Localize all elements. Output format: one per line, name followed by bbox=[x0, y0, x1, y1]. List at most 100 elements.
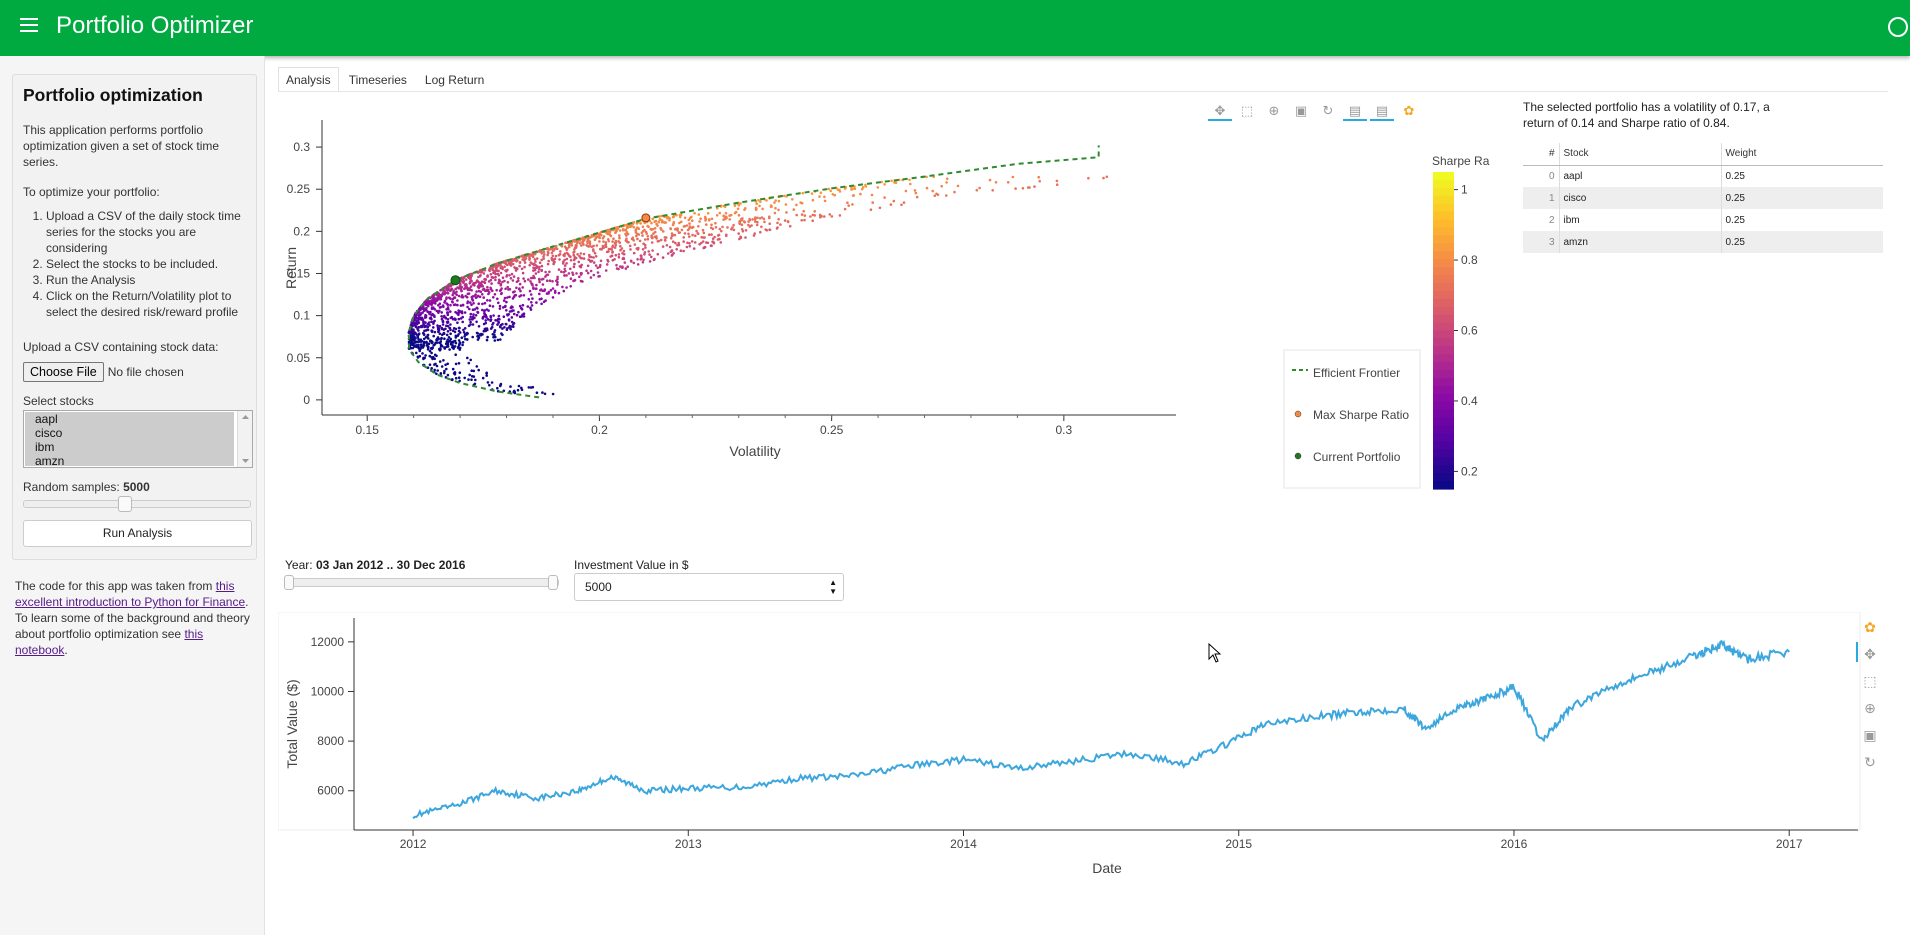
wheel-zoom-icon[interactable]: ⊕ bbox=[1268, 103, 1280, 118]
sample-point bbox=[439, 293, 442, 297]
pan-icon[interactable]: ✥ bbox=[1864, 646, 1876, 662]
sample-point bbox=[502, 299, 506, 302]
select-scrollbar[interactable] bbox=[237, 411, 252, 467]
sample-point bbox=[481, 308, 484, 312]
sample-point bbox=[552, 262, 555, 266]
sample-point bbox=[773, 211, 777, 215]
sample-point bbox=[466, 286, 469, 290]
run-analysis-button[interactable]: Run Analysis bbox=[23, 520, 252, 547]
sample-point bbox=[510, 316, 514, 319]
sample-point bbox=[422, 320, 425, 323]
sample-point bbox=[1033, 185, 1036, 188]
sample-point bbox=[599, 259, 603, 263]
sample-point bbox=[466, 305, 469, 309]
sample-point bbox=[413, 335, 416, 338]
python-finance-link[interactable]: this excellent introduction to Python fo… bbox=[15, 579, 246, 609]
save-icon[interactable]: ▣ bbox=[1294, 103, 1308, 118]
stock-multiselect[interactable]: aapl cisco ibm amzn bbox=[23, 410, 253, 468]
row-index: 1 bbox=[1523, 187, 1560, 209]
investment-input[interactable]: 5000 ▲ ▼ bbox=[574, 573, 844, 601]
hover-icon[interactable]: ▤ bbox=[1370, 101, 1394, 121]
notebook-link[interactable]: this notebook bbox=[15, 627, 204, 657]
choose-file-button[interactable]: Choose File bbox=[23, 362, 104, 382]
sample-point bbox=[437, 327, 441, 330]
sample-point bbox=[988, 178, 992, 182]
stock-option-aapl[interactable]: aapl bbox=[35, 412, 58, 426]
sample-point bbox=[540, 251, 544, 255]
colorbar-band bbox=[1433, 211, 1454, 221]
save-icon[interactable]: ▣ bbox=[1863, 727, 1876, 743]
pan-icon[interactable]: ✥ bbox=[1208, 101, 1232, 121]
sample-point bbox=[491, 323, 494, 326]
samples-slider-handle[interactable] bbox=[118, 496, 132, 512]
bokeh-logo-icon[interactable]: ✿ bbox=[1864, 619, 1876, 635]
year-end-handle[interactable] bbox=[548, 575, 558, 590]
bokeh-logo-icon[interactable]: ✿ bbox=[1403, 103, 1415, 118]
sample-point bbox=[459, 304, 463, 307]
sample-point bbox=[501, 276, 505, 279]
sample-point bbox=[818, 195, 821, 198]
sample-point bbox=[510, 305, 513, 308]
sample-point bbox=[486, 275, 489, 278]
sample-point bbox=[864, 185, 868, 188]
sample-point bbox=[688, 244, 692, 248]
stock-option-amzn[interactable]: amzn bbox=[35, 454, 65, 468]
table-row[interactable]: 0 aapl 0.25 bbox=[1523, 165, 1883, 187]
hamburger-icon[interactable] bbox=[20, 18, 38, 32]
box-zoom-icon[interactable]: ⬚ bbox=[1240, 103, 1254, 118]
sidebar: Portfolio optimization This application … bbox=[0, 56, 265, 935]
risk-return-chart[interactable]: 0.15 0.2 0.25 0.3 0 0.05 0.1 0.15 0.2 0.25 0.3 Vola… bbox=[278, 118, 1498, 553]
circle-icon[interactable] bbox=[1888, 17, 1908, 37]
sample-point bbox=[706, 212, 710, 215]
sample-point bbox=[552, 247, 556, 251]
column-header[interactable]: Weight bbox=[1721, 143, 1883, 166]
reset-icon[interactable]: ↻ bbox=[1864, 754, 1876, 770]
colorbar-band bbox=[1433, 473, 1454, 482]
sample-point bbox=[538, 261, 542, 264]
sample-point bbox=[471, 335, 474, 339]
file-input: Choose File No file chosen bbox=[23, 362, 246, 382]
sample-point bbox=[470, 318, 474, 321]
box-zoom-icon[interactable]: ⬚ bbox=[1863, 673, 1876, 689]
stock-option-ibm[interactable]: ibm bbox=[35, 440, 55, 454]
sample-point bbox=[557, 268, 561, 271]
hover-icon[interactable]: ▤ bbox=[1343, 101, 1367, 121]
sample-point bbox=[744, 236, 747, 239]
table-row[interactable]: 2 ibm 0.25 bbox=[1523, 209, 1883, 231]
sample-point bbox=[418, 347, 422, 350]
sample-point bbox=[683, 216, 687, 220]
stock-option-cisco[interactable]: cisco bbox=[35, 426, 63, 440]
year-start-handle[interactable] bbox=[284, 575, 294, 590]
column-header[interactable]: # bbox=[1523, 143, 1560, 166]
sample-point bbox=[501, 306, 505, 309]
reset-icon[interactable]: ↻ bbox=[1322, 103, 1334, 118]
sample-point bbox=[477, 281, 481, 284]
tab-analysis[interactable]: Analysis bbox=[278, 67, 339, 92]
sharpe-colorbar: Sharpe Ra 1 0.8 0.6 0.4 0.2 bbox=[1432, 154, 1490, 490]
sample-point bbox=[795, 203, 798, 207]
sample-point bbox=[435, 372, 438, 376]
wheel-zoom-icon[interactable]: ⊕ bbox=[1864, 700, 1876, 716]
sample-point bbox=[445, 367, 448, 371]
sample-point bbox=[491, 276, 495, 279]
sample-point bbox=[567, 272, 571, 275]
sample-point bbox=[571, 271, 574, 274]
sample-point bbox=[688, 235, 691, 238]
table-row[interactable]: 1 cisco 0.25 bbox=[1523, 187, 1883, 209]
samples-slider[interactable] bbox=[23, 496, 251, 512]
sample-point bbox=[558, 258, 561, 261]
tab-log-return[interactable]: Log Return bbox=[424, 73, 485, 87]
table-row[interactable]: 3 amzn 0.25 bbox=[1523, 231, 1883, 253]
sample-point bbox=[503, 326, 506, 329]
year-range-slider[interactable] bbox=[284, 575, 559, 590]
sample-point bbox=[615, 267, 619, 270]
column-header[interactable]: Stock bbox=[1559, 143, 1722, 166]
spinner-icon[interactable]: ▲ ▼ bbox=[829, 578, 837, 596]
sample-point bbox=[426, 302, 429, 305]
total-value-chart[interactable]: 2012 2013 2014 2015 2016 2017 6000 8000 10000 120… bbox=[278, 612, 1908, 882]
tab-timeseries[interactable]: Timeseries bbox=[348, 73, 407, 87]
sample-point bbox=[571, 273, 575, 276]
sample-point bbox=[783, 219, 787, 222]
sample-point bbox=[640, 254, 643, 258]
sample-point bbox=[500, 332, 503, 335]
